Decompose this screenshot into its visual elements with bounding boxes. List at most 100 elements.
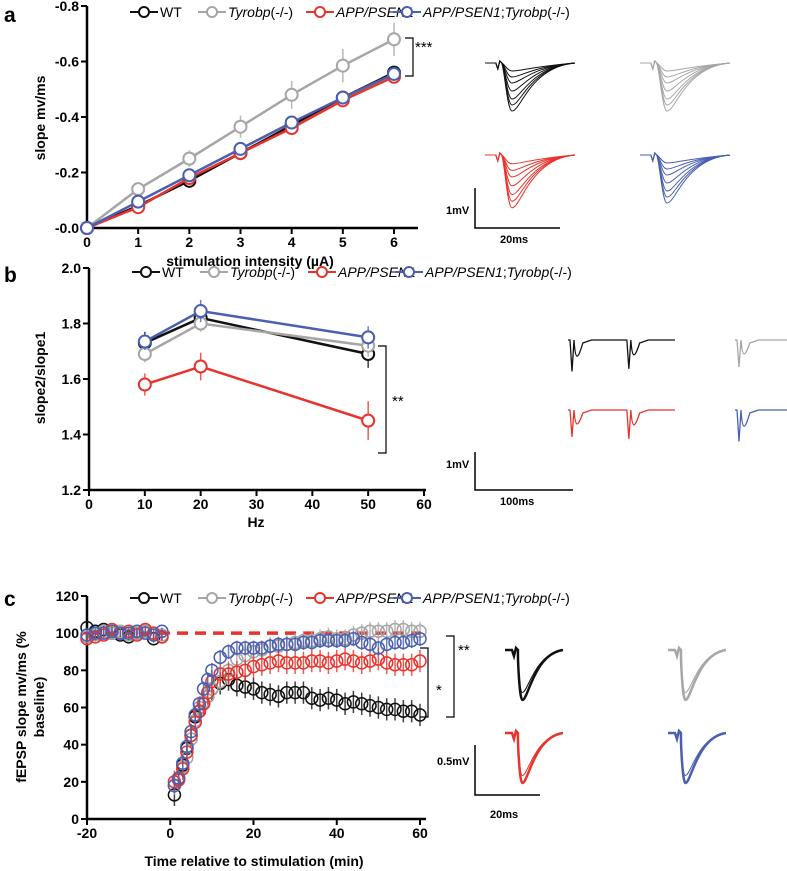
data-point: [193, 304, 208, 319]
data-point: [175, 756, 190, 770]
fepsp-trace: [640, 152, 731, 204]
scale-bar: [474, 188, 560, 229]
data-point: [288, 685, 302, 700]
data-point: [105, 624, 119, 639]
data-point: [246, 682, 261, 696]
significance-bracket: [446, 635, 455, 718]
legend-label-part: Tyrobp: [505, 590, 548, 606]
legend-label: APP/PSEN1: [335, 4, 414, 20]
legend-label: WT: [160, 4, 182, 20]
x-tick-label: 6: [390, 234, 398, 250]
scale-bar: [474, 452, 573, 491]
legend-marker: [401, 592, 413, 604]
legend-marker: [401, 6, 413, 18]
data-point: [338, 697, 352, 711]
data-point: [346, 631, 361, 646]
x-tick-label: 4: [288, 234, 296, 250]
data-point: [313, 654, 327, 668]
data-point: [346, 654, 361, 668]
data-point: [338, 652, 352, 666]
data-point: [271, 689, 286, 704]
data-point: [280, 685, 294, 700]
data-point: [354, 656, 369, 670]
data-point: [182, 168, 197, 183]
data-point: [221, 645, 236, 659]
data-point: [363, 654, 377, 668]
scale-bar-time-label: 100ms: [500, 496, 534, 508]
data-point: [354, 697, 369, 711]
scale-bar-voltage-label: 1mV: [446, 205, 470, 217]
legend-label-part: (-/-): [271, 590, 294, 606]
significance-bracket: [420, 647, 429, 718]
legend-label-part: APP/PSEN1: [422, 590, 501, 606]
paired-pulse-trace: [568, 409, 675, 439]
legend-label-part: APP/PSEN1: [337, 264, 416, 280]
x-tick-label: 60: [412, 825, 428, 841]
data-point: [335, 90, 350, 105]
data-point: [205, 663, 219, 678]
legend-marker: [206, 592, 218, 604]
data-point: [387, 66, 401, 81]
data-point: [233, 141, 248, 156]
data-point: [263, 656, 277, 670]
significance-bracket: [405, 37, 414, 77]
data-point: [338, 633, 352, 648]
data-point: [305, 654, 319, 668]
data-point: [413, 654, 427, 668]
data-point: [371, 641, 386, 655]
x-tick-label: 50: [360, 496, 376, 512]
legend-marker: [316, 266, 328, 278]
data-point: [346, 695, 361, 709]
data-point: [321, 691, 336, 705]
legend-label-part: Tyrobp: [230, 264, 273, 280]
data-point: [404, 658, 419, 672]
legend-label: APP/PSEN1;Tyrobp(-/-): [422, 590, 570, 606]
y-tick-label: 1.6: [62, 371, 82, 387]
fepsp-trace: [485, 60, 576, 112]
data-point: [296, 635, 311, 650]
data-point: [379, 637, 394, 652]
legend-marker: [138, 592, 150, 604]
data-point: [363, 637, 377, 652]
legend-label-part: (-/-): [271, 4, 294, 20]
data-point: [321, 656, 336, 670]
panel-a: a -0.0 -0.2 -0.4 -0.6 -0.8 0 1 2 3 4 5 6 stimulation …: [4, 0, 570, 269]
data-point: [155, 624, 169, 639]
legend-label-part: APP/PSEN1: [422, 4, 501, 20]
data-point: [238, 663, 252, 678]
data-point: [379, 656, 394, 670]
data-point: [238, 641, 252, 655]
legend-marker: [138, 6, 150, 18]
data-point: [255, 685, 269, 700]
legend-label: APP/PSEN1: [335, 590, 414, 606]
legend-label-part: WT: [160, 4, 182, 20]
legend-label-part: (-/-): [549, 264, 572, 280]
legend-label-part: WT: [160, 590, 182, 606]
paired-pulse-trace: [735, 409, 787, 442]
ltp-trace: [668, 647, 727, 694]
data-point: [305, 691, 319, 705]
data-point: [221, 667, 236, 681]
data-point: [193, 359, 208, 374]
y-tick-label: -0.6: [55, 54, 79, 70]
x-tick-label: 60: [416, 496, 432, 512]
data-point: [80, 221, 94, 235]
y-tick-label: 80: [63, 662, 79, 678]
data-point: [88, 626, 103, 640]
data-point: [388, 635, 402, 650]
x-tick-label: 20: [246, 825, 262, 841]
legend-label-part: Tyrobp: [507, 264, 550, 280]
paired-pulse-trace: [735, 339, 787, 368]
legend-label: Tyrobp(-/-): [228, 590, 293, 606]
data-point: [121, 626, 136, 640]
data-point: [388, 702, 402, 717]
y-tick-label: 120: [56, 588, 80, 604]
data-point: [413, 708, 427, 722]
legend-label: WT: [162, 264, 184, 280]
x-tick-label: -20: [77, 825, 97, 841]
significance-label: **: [392, 393, 404, 410]
data-point: [404, 633, 419, 648]
data-point: [113, 626, 128, 640]
x-tick-label: 5: [339, 234, 347, 250]
